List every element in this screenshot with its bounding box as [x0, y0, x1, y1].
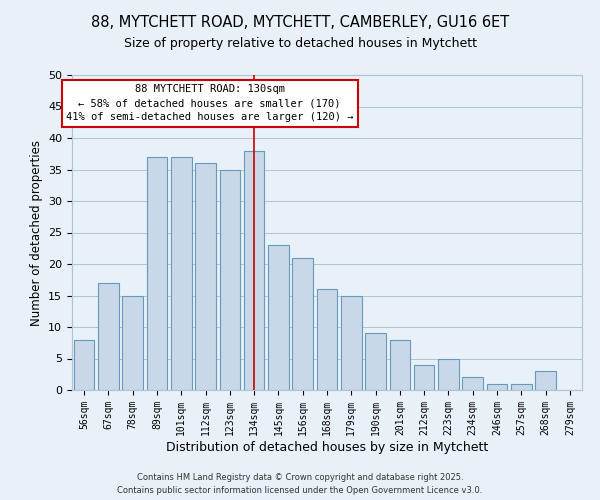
Bar	[195, 163, 216, 390]
Bar	[487, 384, 508, 390]
Bar	[171, 157, 191, 390]
Text: 88 MYTCHETT ROAD: 130sqm
← 58% of detached houses are smaller (170)
41% of semi-: 88 MYTCHETT ROAD: 130sqm ← 58% of detach…	[66, 84, 353, 122]
Bar	[535, 371, 556, 390]
Text: Contains HM Land Registry data © Crown copyright and database right 2025.
Contai: Contains HM Land Registry data © Crown c…	[118, 474, 482, 495]
X-axis label: Distribution of detached houses by size in Mytchett: Distribution of detached houses by size …	[166, 440, 488, 454]
Text: Size of property relative to detached houses in Mytchett: Size of property relative to detached ho…	[124, 38, 476, 51]
Bar	[74, 340, 94, 390]
Bar	[122, 296, 143, 390]
Bar	[414, 365, 434, 390]
Bar	[146, 157, 167, 390]
Bar	[463, 378, 483, 390]
Bar	[220, 170, 240, 390]
Bar	[98, 283, 119, 390]
Bar	[292, 258, 313, 390]
Bar	[317, 289, 337, 390]
Bar	[511, 384, 532, 390]
Bar	[365, 334, 386, 390]
Bar	[244, 150, 265, 390]
Bar	[341, 296, 362, 390]
Text: 88, MYTCHETT ROAD, MYTCHETT, CAMBERLEY, GU16 6ET: 88, MYTCHETT ROAD, MYTCHETT, CAMBERLEY, …	[91, 15, 509, 30]
Bar	[438, 358, 459, 390]
Y-axis label: Number of detached properties: Number of detached properties	[29, 140, 43, 326]
Bar	[389, 340, 410, 390]
Bar	[268, 245, 289, 390]
